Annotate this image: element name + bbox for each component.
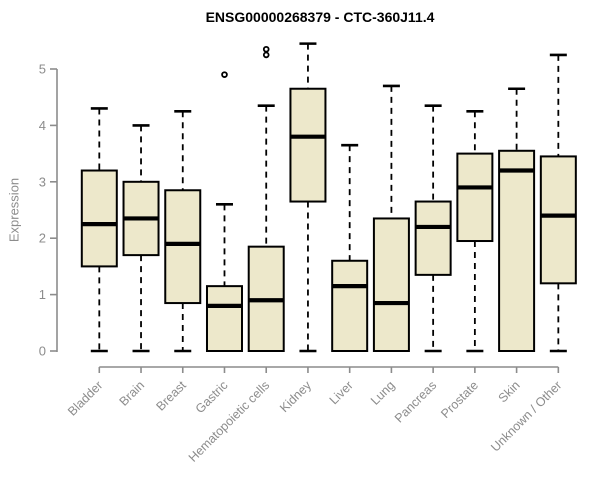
- boxplot-box-prostate: [456, 110, 494, 353]
- iqr-box: [539, 155, 577, 285]
- x-tick-label: Bladder: [65, 378, 105, 418]
- y-tick-label: 4: [39, 118, 46, 133]
- boxplot-box-liver: [331, 143, 369, 353]
- iqr-box: [331, 259, 369, 353]
- boxplot-box-kidney: [289, 42, 327, 353]
- y-tick-label: 1: [39, 287, 46, 302]
- boxplot-box-lung: [372, 84, 410, 352]
- x-tick-label: Brain: [117, 378, 148, 409]
- iqr-box: [498, 149, 536, 352]
- boxplot-box-brain: [122, 124, 160, 353]
- boxplot-box-unknown-other: [539, 53, 577, 353]
- x-tick-label: Breast: [153, 378, 189, 414]
- y-tick-label: 0: [39, 344, 46, 359]
- iqr-box: [414, 200, 452, 276]
- x-tick-label: Unknown / Other: [488, 378, 564, 454]
- boxplot-box-gastric: [205, 71, 243, 353]
- iqr-box: [289, 87, 327, 203]
- x-tick-label: Skin: [496, 378, 523, 405]
- outlier-point: [221, 71, 228, 78]
- x-tick-label: Liver: [327, 378, 356, 407]
- y-tick-label: 3: [39, 174, 46, 189]
- x-tick-label: Gastric: [193, 378, 231, 416]
- boxplot-box-bladder: [80, 107, 118, 353]
- iqr-box: [80, 169, 118, 268]
- outlier-point: [262, 51, 270, 59]
- x-tick-label: Hematopoietic cells: [186, 378, 273, 465]
- chart-title: ENSG00000268379 - CTC-360J11.4: [205, 9, 435, 25]
- x-tick-label: Prostate: [438, 378, 481, 421]
- boxplot-box-pancreas: [414, 104, 452, 353]
- iqr-box: [164, 189, 202, 305]
- iqr-box: [372, 217, 410, 352]
- iqr-box: [456, 152, 494, 243]
- y-tick-label: 5: [39, 62, 46, 77]
- y-tick-label: 2: [39, 231, 46, 246]
- boxplot-box-hematopoietic-cells: [247, 45, 285, 352]
- x-tick-label: Pancreas: [392, 378, 439, 425]
- x-tick-label: Lung: [368, 378, 398, 408]
- outlier-point: [262, 45, 270, 53]
- boxplot-box-breast: [164, 110, 202, 353]
- iqr-box: [205, 285, 243, 353]
- x-tick-label: Kidney: [277, 378, 314, 415]
- boxplot-box-skin: [498, 87, 536, 352]
